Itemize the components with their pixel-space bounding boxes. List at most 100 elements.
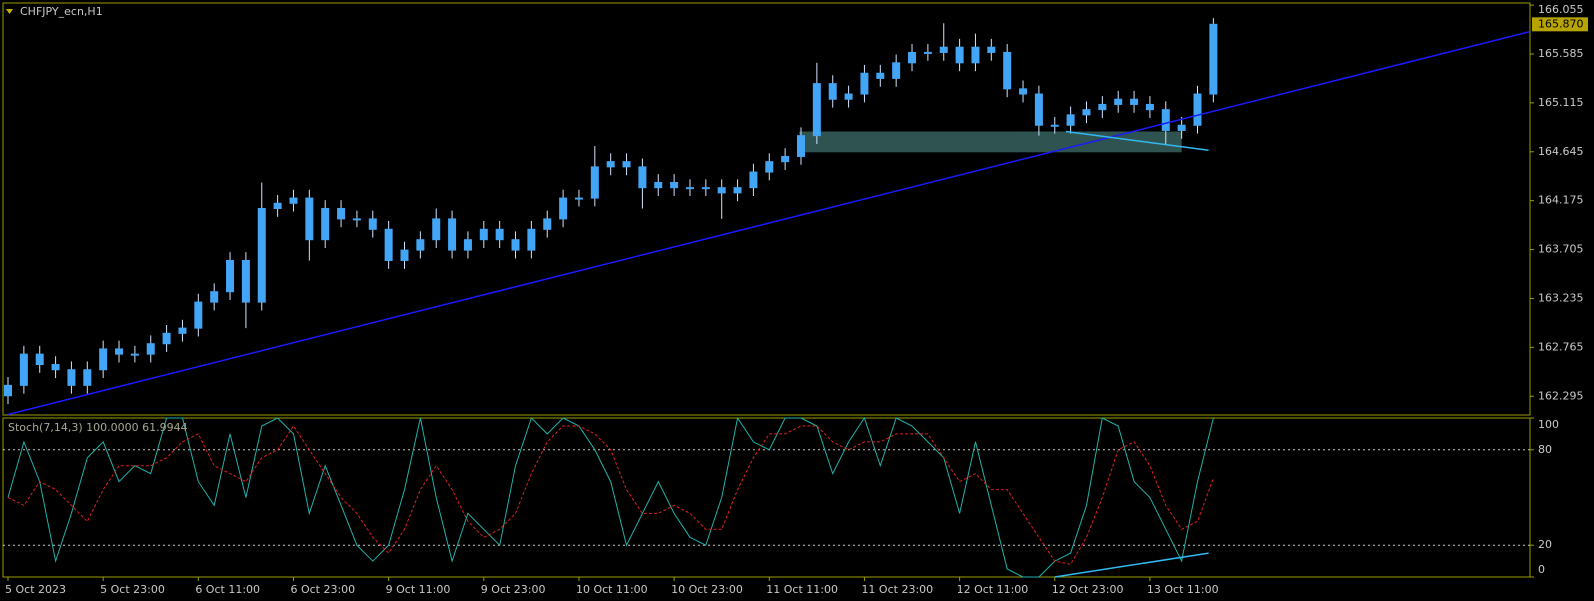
candle-body	[781, 155, 790, 163]
candle-body	[955, 46, 964, 64]
candle-body	[67, 369, 76, 386]
candle-body	[51, 364, 60, 371]
candle-body	[1066, 114, 1075, 126]
panel-frame	[2, 2, 1531, 416]
y-tick-label: 165.585	[1538, 47, 1584, 60]
trend-line	[7, 30, 1531, 416]
candle-body	[1145, 103, 1154, 111]
y-tick-label: 165.115	[1538, 96, 1584, 109]
candle-body	[828, 83, 837, 100]
candle-body	[257, 207, 266, 303]
x-tick-label: 12 Oct 23:00	[1052, 583, 1124, 596]
y-tick-label: 166.055	[1538, 3, 1584, 16]
x-tick-label: 10 Oct 23:00	[671, 583, 743, 596]
candle-body	[892, 62, 901, 79]
stoch-line	[7, 425, 1214, 565]
candle-body	[35, 353, 44, 366]
y-tick-label: 0	[1538, 563, 1545, 576]
x-tick-label: 6 Oct 23:00	[290, 583, 355, 596]
candle-body	[638, 166, 647, 189]
candle-body	[130, 353, 139, 356]
candle-body	[622, 161, 631, 168]
x-tick-label: 5 Oct 2023	[5, 583, 66, 596]
candle-body	[971, 46, 980, 64]
candle-body	[527, 228, 536, 251]
candle-body	[797, 135, 805, 157]
candle-body	[4, 384, 12, 397]
candle-body	[670, 181, 679, 189]
candle-body	[939, 46, 948, 53]
candle-body	[479, 228, 488, 241]
candle-body	[908, 51, 917, 64]
candle-body	[495, 228, 504, 241]
candle-body	[543, 218, 552, 230]
y-tick-label: 162.295	[1538, 389, 1584, 402]
candle-body	[337, 207, 346, 220]
candle-body	[1193, 93, 1202, 126]
y-tick-label: 80	[1538, 443, 1552, 456]
candle-body	[590, 166, 599, 199]
candle-body	[765, 161, 774, 173]
candle-body	[83, 369, 92, 386]
candle-body	[210, 291, 219, 303]
candle-body	[1050, 124, 1059, 127]
candle-body	[511, 239, 520, 251]
candle-body	[876, 72, 885, 79]
candle-body	[654, 181, 663, 189]
candle-body	[416, 239, 425, 251]
chart-title: CHFJPY_ecn,H1	[20, 5, 103, 18]
candle-body	[1098, 103, 1107, 111]
y-tick-label: 100	[1538, 418, 1559, 431]
stoch-line	[7, 416, 1214, 578]
candle-body	[19, 353, 28, 386]
y-tick-label: 164.645	[1538, 145, 1584, 158]
candle-body	[146, 343, 155, 355]
candle-body	[574, 197, 583, 200]
candle-body	[273, 202, 282, 209]
candle-body	[923, 51, 932, 54]
candle-body	[463, 239, 472, 251]
candle-body	[812, 83, 821, 137]
x-tick-label: 9 Oct 23:00	[481, 583, 546, 596]
candle-body	[1019, 88, 1028, 95]
x-tick-label: 9 Oct 11:00	[386, 583, 451, 596]
y-tick-label: 20	[1538, 538, 1552, 551]
candle-body	[1177, 124, 1186, 131]
y-tick-label: 163.705	[1538, 243, 1584, 256]
candle-body	[384, 228, 393, 261]
candle-body	[368, 218, 377, 230]
title-marker	[6, 9, 13, 14]
y-tick-label: 164.175	[1538, 194, 1584, 207]
candle-body	[1130, 98, 1139, 105]
candle-body	[1161, 109, 1170, 131]
candle-body	[749, 171, 758, 189]
candle-body	[194, 301, 203, 329]
candle-body	[99, 348, 108, 371]
candle-body	[1082, 109, 1091, 116]
x-tick-label: 11 Oct 23:00	[861, 583, 933, 596]
trend-line	[1065, 130, 1209, 151]
x-tick-label: 6 Oct 11:00	[195, 583, 260, 596]
y-tick-label: 162.765	[1538, 340, 1584, 353]
y-tick-label: 163.235	[1538, 291, 1584, 304]
candle-body	[241, 260, 250, 303]
candle-body	[448, 218, 457, 251]
candle-body	[1034, 93, 1043, 126]
candle-body	[701, 187, 710, 190]
candle-body	[226, 260, 235, 293]
candle-body	[717, 187, 726, 194]
candle-body	[352, 218, 361, 221]
candle-body	[1114, 98, 1123, 105]
candle-body	[178, 327, 187, 334]
candle-body	[1003, 51, 1012, 90]
candle-body	[606, 161, 615, 168]
zone	[799, 131, 1182, 153]
candle-body	[321, 207, 330, 241]
candle-body	[305, 197, 314, 241]
candle-body	[162, 332, 171, 345]
candle-body	[559, 197, 568, 220]
indicator-title: Stoch(7,14,3) 100.0000 61.9944	[8, 421, 188, 434]
candle-body	[115, 348, 124, 355]
